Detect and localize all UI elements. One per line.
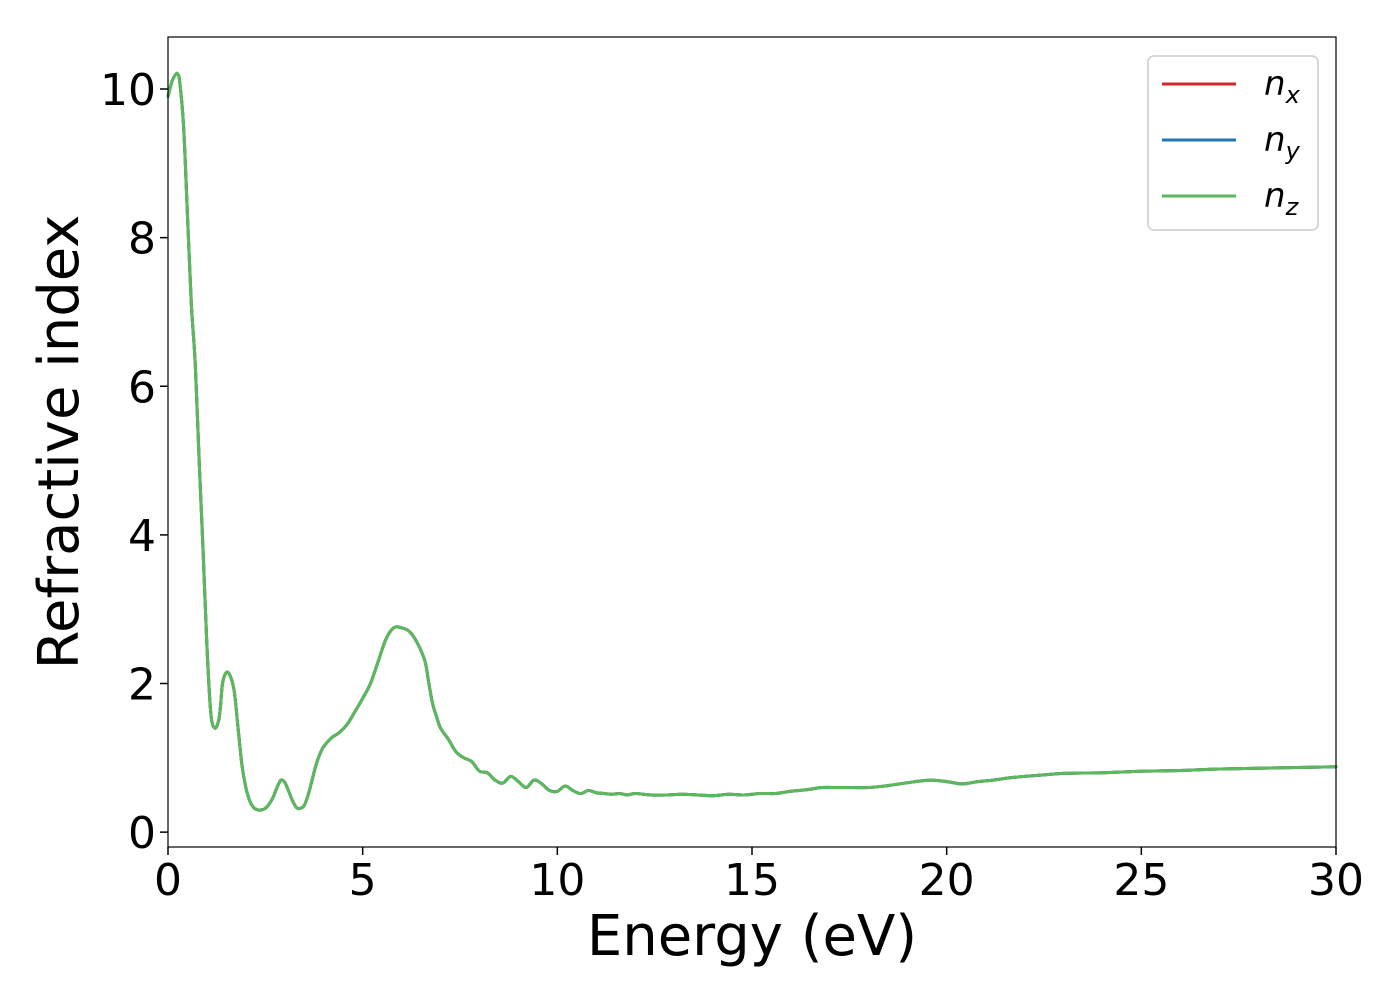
legend-box [1147, 55, 1319, 231]
x-axis-title: Energy (eV) [587, 904, 917, 969]
series-layer [166, 71, 1338, 812]
y-axis-title: Refractive index [27, 215, 92, 670]
y-axis: 0 2 4 6 8 10 [100, 65, 168, 859]
series-line-n-z [166, 71, 1338, 812]
x-tick-label: 25 [1113, 855, 1169, 906]
legend-label-n-y: ny [1264, 120, 1301, 165]
x-tick-label: 10 [529, 855, 585, 906]
legend: nx ny nz [1147, 55, 1319, 231]
y-tick-label: 10 [100, 65, 156, 116]
legend-label-n-z: nz [1264, 176, 1300, 221]
legend-label-n-x: nx [1264, 64, 1301, 109]
x-axis: 0 5 10 15 20 25 30 [154, 847, 1364, 906]
x-tick-label: 20 [919, 855, 975, 906]
x-tick-label: 30 [1308, 855, 1364, 906]
x-tick-label: 0 [154, 855, 182, 906]
y-tick-label: 8 [128, 214, 156, 265]
x-tick-label: 5 [349, 855, 377, 906]
x-tick-label: 15 [724, 855, 780, 906]
y-tick-label: 4 [128, 511, 156, 562]
y-tick-label: 6 [128, 362, 156, 413]
y-tick-label: 0 [128, 808, 156, 859]
y-tick-label: 2 [128, 660, 156, 711]
